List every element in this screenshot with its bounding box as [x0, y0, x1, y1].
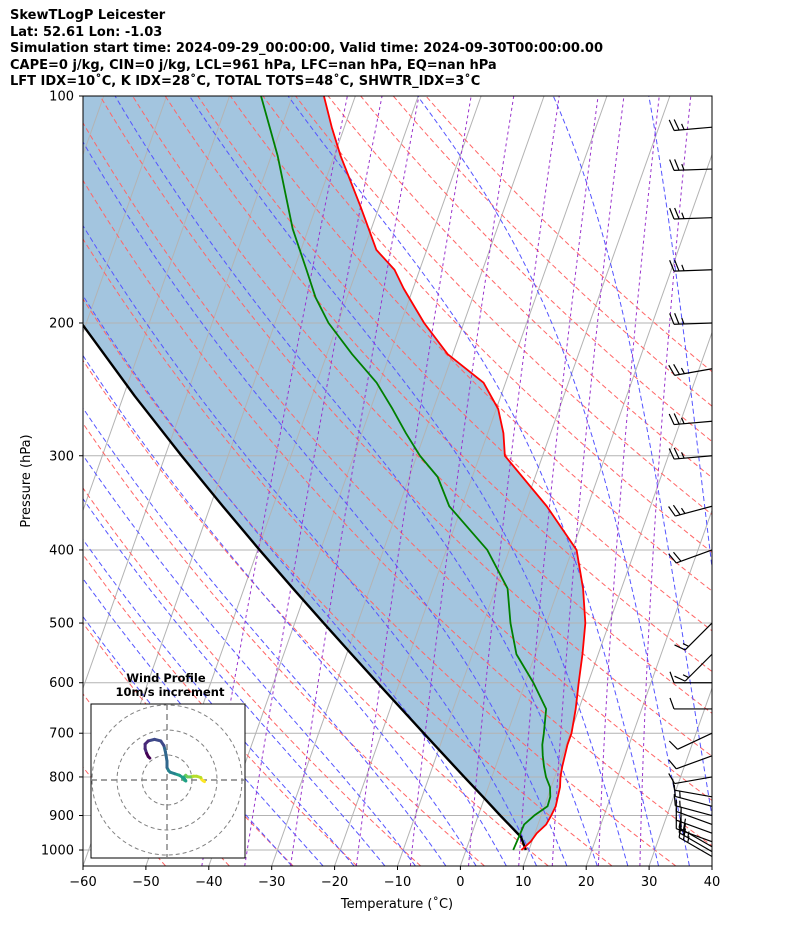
wind-barb [678, 825, 713, 858]
wind-barb [669, 259, 713, 272]
isotherm [648, 686, 712, 866]
dry-adiabat [83, 238, 677, 866]
y-tick-label: 1000 [41, 844, 74, 859]
dry-adiabat [132, 96, 712, 714]
wind-barb [673, 793, 713, 817]
wind-barb [669, 207, 713, 220]
isotherm [711, 864, 712, 866]
dry-adiabat [83, 359, 549, 866]
wind-barb [668, 119, 713, 132]
isotherm [522, 331, 712, 866]
mixing-ratio-line [290, 96, 420, 866]
wind-barb [668, 755, 713, 770]
y-tick-label: 500 [49, 617, 74, 632]
chart-title: SkewTLogP Leicester [10, 8, 166, 23]
isotherm [208, 96, 482, 866]
mixing-ratio-line [409, 96, 515, 866]
isotherm [334, 96, 608, 866]
moist-adiabat [83, 294, 507, 866]
wind-barb [669, 697, 712, 710]
dry-adiabat [83, 121, 712, 802]
wind-barb [668, 732, 713, 750]
moist-adiabat [83, 454, 416, 866]
x-tick-label: −20 [321, 875, 348, 890]
x-tick-label: −60 [69, 875, 96, 890]
x-tick-label: −10 [384, 875, 411, 890]
x-tick-label: 20 [578, 875, 595, 890]
dewpoint-line [260, 96, 552, 851]
moist-adiabat [83, 354, 477, 866]
wind-barb [674, 622, 713, 651]
dry-adiabat [99, 96, 712, 757]
wind-barb [668, 549, 713, 564]
moist-adiabat [552, 96, 712, 820]
mixing-ratio-line [244, 96, 383, 866]
dry-adiabat [83, 553, 358, 866]
wind-barb [669, 671, 712, 684]
wind-barb [669, 159, 713, 171]
x-tick-label: −50 [132, 875, 159, 890]
location-line: Lat: 52.61 Lon: -1.03 [10, 24, 163, 40]
wind-barb [668, 413, 713, 426]
hodograph-segment [146, 755, 152, 760]
wind-barb [668, 773, 713, 785]
moist-adiabat [83, 497, 386, 866]
x-axis-label: Temperature (˚C) [340, 896, 453, 912]
dry-adiabat [83, 298, 613, 866]
isotherm [83, 96, 168, 335]
moist-adiabat [83, 407, 447, 866]
times-line: Simulation start time: 2024-09-29_00:00:… [10, 41, 603, 56]
x-tick-label: 10 [515, 875, 532, 890]
y-tick-label: 400 [49, 543, 74, 558]
hodograph-subtitle: 10m/s increment [116, 685, 225, 699]
x-tick-label: 40 [704, 875, 721, 890]
isotherm [83, 96, 293, 690]
mixing-ratio-line [468, 96, 560, 866]
dry-adiabat [327, 96, 712, 479]
hodograph-segment [163, 750, 169, 763]
isotherm [83, 96, 231, 512]
indices-line: LFT IDX=10˚C, K IDX=28˚C, TOTAL TOTS=48˚… [10, 74, 481, 89]
moist-adiabat [189, 96, 629, 866]
parcel-path-line [83, 323, 527, 851]
mixing-ratio-line [355, 96, 472, 866]
x-tick-label: 30 [641, 875, 658, 890]
moist-adiabat [83, 224, 538, 866]
dry-adiabat [262, 96, 712, 553]
x-tick-label: 0 [456, 875, 464, 890]
moist-adiabat [83, 141, 568, 866]
parameters-line: CAPE=0 j/kg, CIN=0 j/kg, LCL=961 hPa, LF… [10, 57, 497, 73]
chart-header: SkewTLogP Leicester Lat: 52.61 Lon: -1.0… [10, 8, 603, 91]
wind-barb [668, 504, 713, 517]
dry-adiabat [164, 96, 712, 673]
y-axis-label: Pressure (hPa) [19, 434, 34, 527]
temperature-line [323, 96, 587, 851]
y-tick-label: 300 [49, 449, 74, 464]
x-tick-label: −30 [258, 875, 285, 890]
moist-adiabat [417, 96, 690, 866]
y-tick-label: 600 [49, 676, 74, 691]
x-tick-label: −40 [195, 875, 222, 890]
isotherm [459, 153, 712, 866]
wind-barb [668, 447, 713, 460]
moist-adiabat [287, 96, 660, 866]
isotherm [585, 508, 712, 866]
wind-barb [668, 364, 713, 376]
dry-adiabat [295, 96, 712, 516]
y-tick-label: 800 [49, 770, 74, 785]
cin-shading [83, 96, 586, 851]
wind-barb [669, 313, 713, 325]
y-tick-label: 100 [49, 90, 74, 105]
y-tick-label: 900 [49, 809, 74, 824]
dry-adiabat [83, 179, 712, 847]
dry-adiabat [229, 96, 712, 592]
isotherm [271, 96, 545, 866]
y-tick-label: 200 [49, 316, 74, 331]
moist-adiabat [114, 96, 598, 866]
wind-barb [674, 653, 713, 682]
hodograph-title: Wind Profile [126, 671, 206, 685]
dry-adiabat [83, 422, 485, 866]
y-tick-label: 700 [49, 727, 74, 742]
